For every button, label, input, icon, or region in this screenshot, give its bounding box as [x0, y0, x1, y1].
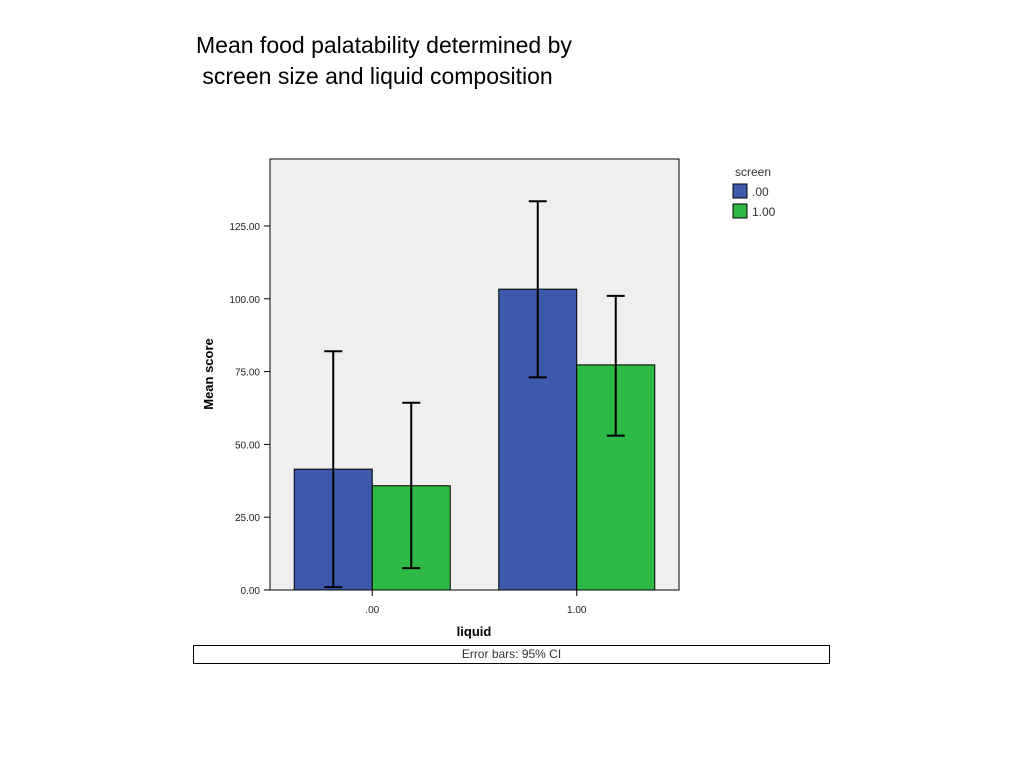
x-axis: .00 1.00 [365, 590, 587, 616]
bars [293, 200, 656, 591]
legend-swatch [732, 203, 748, 219]
legend-label: 1.00 [752, 205, 776, 219]
legend-items: .00 1.00 [732, 183, 776, 219]
y-tick-label: 50.00 [235, 440, 260, 451]
y-axis: 0.00 25.00 50.00 75.00 100.00 125.00 [229, 222, 270, 597]
chart-title-line2: screen size and liquid composition [196, 63, 553, 89]
x-tick-label: 1.00 [567, 605, 587, 616]
y-tick-label: 100.00 [229, 295, 260, 306]
chart-title-line1: Mean food palatability determined by [196, 32, 572, 58]
x-tick-label: .00 [365, 605, 379, 616]
legend: screen .00 1.00 [732, 165, 776, 219]
legend-label: .00 [752, 185, 769, 199]
y-tick-label: 0.00 [241, 586, 261, 597]
x-axis-label: liquid [457, 624, 492, 639]
legend-swatch [732, 183, 748, 199]
y-tick-label: 125.00 [229, 222, 260, 233]
error-bars-note: Error bars: 95% CI [193, 645, 830, 664]
y-tick-label: 75.00 [235, 368, 260, 379]
legend-title: screen [735, 165, 771, 179]
chart-title: Mean food palatability determined by scr… [196, 30, 636, 92]
y-tick-label: 25.00 [235, 513, 260, 524]
y-axis-label: Mean score [201, 338, 216, 410]
